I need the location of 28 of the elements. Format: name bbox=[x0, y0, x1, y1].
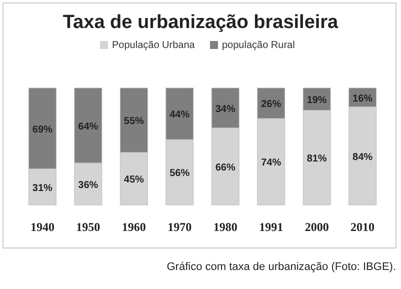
data-label: 69% bbox=[32, 124, 53, 136]
data-label: 44% bbox=[170, 110, 190, 121]
data-label: 66% bbox=[215, 162, 236, 174]
x-tick-label: 1960 bbox=[122, 220, 146, 234]
data-label: 45% bbox=[124, 174, 144, 186]
data-label: 19% bbox=[306, 95, 327, 106]
legend-label: população Rural bbox=[222, 40, 295, 51]
x-tick-label: 2000 bbox=[304, 220, 329, 234]
data-label: 36% bbox=[78, 180, 98, 191]
data-label: 81% bbox=[306, 154, 327, 165]
text: Gráfico com taxa de urbanização (Foto: IBGE). bbox=[166, 261, 396, 273]
data-label: 64% bbox=[78, 121, 98, 132]
data-label: 74% bbox=[261, 158, 282, 169]
legend-label: População Urbana bbox=[112, 40, 196, 51]
chart-title: Taxa de urbanização brasileira bbox=[62, 12, 339, 33]
x-tick-label: 1940 bbox=[30, 220, 54, 234]
x-tick-label: 2010 bbox=[350, 220, 375, 234]
x-tick-label: 1980 bbox=[213, 220, 238, 234]
data-label: 34% bbox=[215, 104, 236, 115]
x-tick-label: 1991 bbox=[259, 220, 284, 234]
data-label: 31% bbox=[32, 182, 53, 194]
data-label: 26% bbox=[261, 99, 282, 110]
x-tick-label: 1970 bbox=[168, 220, 192, 234]
data-label: 16% bbox=[352, 93, 373, 104]
data-label: 84% bbox=[352, 152, 373, 163]
data-label: 55% bbox=[124, 116, 144, 128]
x-tick-label: 1950 bbox=[76, 220, 100, 234]
data-label: 56% bbox=[170, 168, 190, 180]
